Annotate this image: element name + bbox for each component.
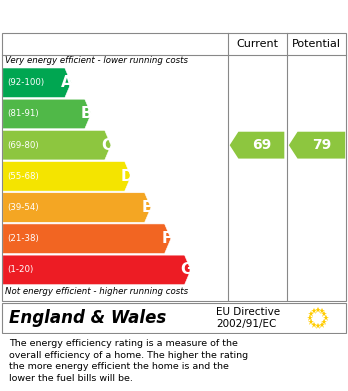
Polygon shape bbox=[289, 132, 345, 159]
Polygon shape bbox=[3, 99, 91, 129]
Text: (92-100): (92-100) bbox=[7, 78, 44, 87]
Text: Not energy efficient - higher running costs: Not energy efficient - higher running co… bbox=[5, 287, 188, 296]
Text: C: C bbox=[101, 138, 112, 152]
Text: (39-54): (39-54) bbox=[7, 203, 39, 212]
Polygon shape bbox=[3, 255, 191, 285]
Text: The energy efficiency rating is a measure of the
overall efficiency of a home. T: The energy efficiency rating is a measur… bbox=[9, 339, 248, 383]
Text: Energy Efficiency Rating: Energy Efficiency Rating bbox=[9, 9, 230, 23]
Text: Very energy efficient - lower running costs: Very energy efficient - lower running co… bbox=[5, 56, 188, 65]
Text: 69: 69 bbox=[252, 138, 271, 152]
Text: (81-91): (81-91) bbox=[7, 109, 39, 118]
Text: Potential: Potential bbox=[292, 39, 341, 49]
Polygon shape bbox=[3, 130, 111, 160]
Text: D: D bbox=[120, 169, 133, 184]
Polygon shape bbox=[230, 132, 284, 159]
Polygon shape bbox=[3, 224, 171, 253]
Polygon shape bbox=[3, 161, 131, 191]
Text: EU Directive
2002/91/EC: EU Directive 2002/91/EC bbox=[216, 307, 280, 329]
Text: B: B bbox=[81, 106, 93, 122]
Text: A: A bbox=[61, 75, 73, 90]
Text: G: G bbox=[180, 262, 193, 277]
Text: 79: 79 bbox=[312, 138, 331, 152]
Text: England & Wales: England & Wales bbox=[9, 309, 166, 327]
Polygon shape bbox=[3, 193, 151, 222]
Text: E: E bbox=[141, 200, 152, 215]
Polygon shape bbox=[3, 68, 71, 98]
Text: (69-80): (69-80) bbox=[7, 141, 39, 150]
Text: (21-38): (21-38) bbox=[7, 234, 39, 243]
Text: (55-68): (55-68) bbox=[7, 172, 39, 181]
Text: F: F bbox=[161, 231, 172, 246]
Text: (1-20): (1-20) bbox=[7, 265, 33, 274]
Text: Current: Current bbox=[237, 39, 278, 49]
